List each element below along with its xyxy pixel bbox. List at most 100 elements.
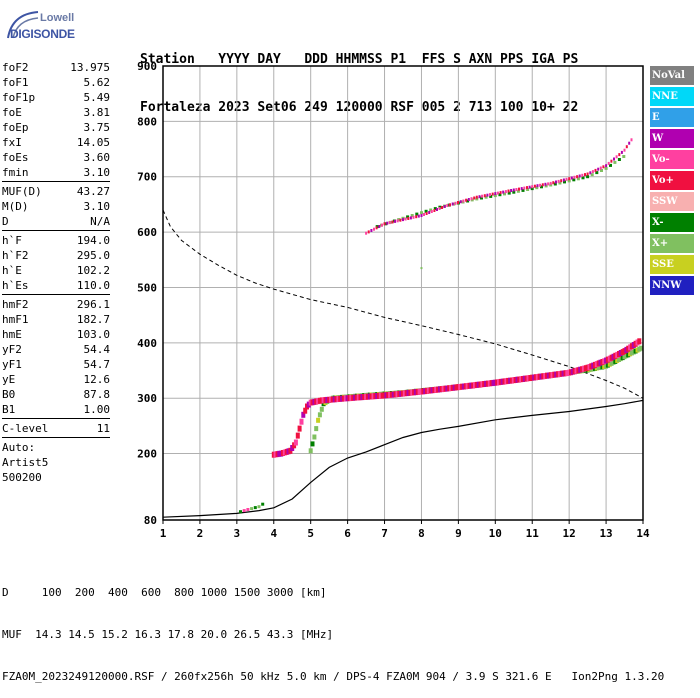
trace-point-es bbox=[239, 510, 242, 514]
trace-point-x-2f bbox=[384, 222, 388, 226]
logo-arc-icon bbox=[7, 11, 39, 39]
chart-data-layer bbox=[162, 138, 644, 518]
trace-point-x-2f bbox=[613, 160, 617, 164]
trace-point-o-2f bbox=[402, 218, 404, 222]
y-tick-label: 900 bbox=[137, 60, 157, 73]
trace-point-o-2f bbox=[489, 193, 491, 197]
param-label: hmF1 bbox=[2, 313, 29, 326]
param-row: foF1 5.62 bbox=[2, 75, 110, 90]
trace-point-o-2f bbox=[615, 155, 618, 159]
trace-point-o-2f bbox=[483, 194, 486, 198]
trace-point-x-2f bbox=[604, 166, 608, 170]
trace-point-o-2f bbox=[625, 145, 628, 149]
trace-point-o-2f bbox=[518, 187, 520, 191]
param-label: foEs bbox=[2, 151, 29, 164]
trace-point-x-2f bbox=[498, 193, 502, 197]
trace-point-x-2f bbox=[563, 180, 566, 184]
trace-point-o-2f bbox=[570, 176, 573, 180]
trace-point-o-2f bbox=[602, 165, 605, 169]
trace-point-o-2f bbox=[547, 182, 550, 186]
param-value: 182.7 bbox=[76, 313, 110, 326]
trace-point-x-2f bbox=[558, 181, 562, 185]
chart-grid bbox=[162, 65, 644, 521]
trace-point-o-2f bbox=[430, 210, 433, 213]
trace-point-x-2f bbox=[576, 177, 580, 181]
y-tick-label: 800 bbox=[137, 115, 157, 128]
param-label: yF1 bbox=[2, 358, 22, 371]
trace-point-x-2f bbox=[595, 171, 599, 175]
trace-point-o-2f bbox=[599, 166, 602, 170]
trace-point-x-2f bbox=[420, 211, 423, 215]
param-row: yF1 54.7 bbox=[2, 357, 110, 372]
plot-frame bbox=[162, 65, 644, 521]
trace-point-o-2f bbox=[591, 170, 594, 174]
trace-point-o-2f bbox=[584, 173, 586, 177]
footer-distance-line: D 100 200 400 600 800 1000 1500 3000 [km… bbox=[2, 586, 327, 599]
trace-point-x-2f bbox=[590, 173, 594, 177]
trace-point-o-2f bbox=[409, 216, 412, 220]
trace-point-es bbox=[246, 508, 250, 511]
header-labels-line: Station YYYY DAY DDD HHMMSS P1 FFS S AXN… bbox=[140, 52, 579, 67]
trace-point-x-2f bbox=[466, 199, 470, 203]
trace-point-o-2f bbox=[443, 205, 446, 208]
trace-point-o-2f bbox=[557, 179, 560, 183]
trace-point-x-2f bbox=[507, 191, 511, 195]
param-value: 5.62 bbox=[83, 76, 111, 89]
trace-point-o-2f bbox=[378, 225, 381, 228]
trace-point-o-2f bbox=[502, 190, 505, 194]
trace-point-o-2f bbox=[578, 174, 581, 178]
trace-point-o-2f bbox=[628, 141, 631, 145]
param-row: MUF(D) 43.27 bbox=[2, 184, 110, 199]
param-row: foEs 3.60 bbox=[2, 150, 110, 165]
trace-point-x-2f bbox=[586, 175, 590, 179]
param-label: yF2 bbox=[2, 343, 22, 356]
x-tick-label: 9 bbox=[455, 527, 462, 540]
trace-point-o-2f bbox=[478, 195, 481, 199]
trace-point-o-2f bbox=[536, 184, 539, 188]
trace-point-extra bbox=[420, 267, 423, 270]
y-tick-label: 500 bbox=[137, 281, 157, 294]
trace-point-es bbox=[253, 506, 257, 510]
trace-point-o-2f bbox=[462, 199, 465, 203]
x-tick-label: 6 bbox=[344, 527, 351, 540]
trace-point-o-2f bbox=[610, 159, 613, 163]
param-value: 3.60 bbox=[83, 151, 111, 164]
trace-point-es bbox=[261, 502, 265, 506]
trace-point-o-2f bbox=[386, 221, 389, 225]
param-value: 194.0 bbox=[76, 234, 110, 247]
param-separator bbox=[2, 418, 110, 419]
footer-muf-line: MUF 14.3 14.5 15.2 16.3 17.8 20.0 26.5 4… bbox=[2, 628, 334, 641]
trace-point-o-2f bbox=[380, 223, 383, 227]
param-row: h`E 102.2 bbox=[2, 263, 110, 278]
trace-point-o-2f bbox=[531, 185, 534, 189]
x-tick-label: 4 bbox=[270, 527, 277, 540]
param-row: M(D) 3.10 bbox=[2, 199, 110, 214]
chart-axes: 1 2 3 4 5 6 7 8 9 10 11 12 13 14802003004005006007008… bbox=[137, 60, 650, 540]
trace-point-o-2f bbox=[465, 198, 468, 202]
param-value: 3.81 bbox=[83, 106, 111, 119]
param-row: B0 87.8 bbox=[2, 387, 110, 402]
y-tick-label: 400 bbox=[137, 337, 157, 350]
param-value: 103.0 bbox=[76, 328, 110, 341]
trace-point-o-2f bbox=[520, 187, 523, 191]
x-tick-label: 5 bbox=[307, 527, 314, 540]
x-tick-label: 10 bbox=[489, 527, 502, 540]
param-row: yF2 54.4 bbox=[2, 342, 110, 357]
y-tick-label: 700 bbox=[137, 171, 157, 184]
trace-point-o-2f bbox=[496, 191, 499, 195]
param-row: foEp 3.75 bbox=[2, 120, 110, 135]
trace-point-x-2f bbox=[475, 197, 479, 201]
param-value: 3.75 bbox=[83, 121, 111, 134]
trace-point-x-2f bbox=[493, 194, 497, 198]
trace-point-o-2f bbox=[391, 220, 394, 224]
param-value: 11 bbox=[96, 422, 110, 435]
param-value: 295.0 bbox=[76, 249, 110, 262]
trace-point-o-2f bbox=[523, 186, 526, 190]
trace-point-x-f bbox=[639, 345, 644, 351]
trace-point-o-2f bbox=[436, 208, 438, 211]
trace-point-x-f bbox=[316, 417, 321, 423]
trace-point-o-2f bbox=[415, 215, 418, 219]
trace-point-x-2f bbox=[540, 185, 543, 189]
param-label: foF1 bbox=[2, 76, 29, 89]
trace-point-o-2f bbox=[613, 157, 615, 161]
